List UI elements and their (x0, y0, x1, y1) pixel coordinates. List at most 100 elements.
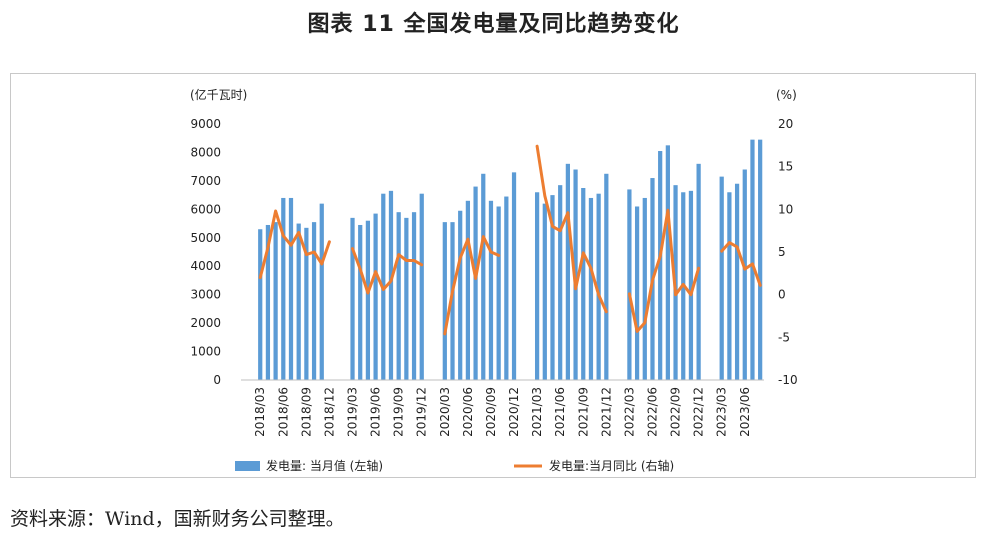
bar (558, 185, 563, 380)
bar (465, 200, 471, 380)
bar (658, 151, 663, 380)
yoy-line (535, 144, 608, 314)
bar (473, 186, 478, 380)
bar (419, 193, 424, 380)
right-axis-unit: (%) (776, 88, 797, 102)
left-tick-label: 5000 (190, 231, 221, 245)
bar (496, 206, 501, 380)
x-tick-label: 2020/12 (507, 387, 521, 437)
bar (665, 145, 670, 380)
left-tick-label: 1000 (190, 345, 221, 359)
left-tick-label: 7000 (190, 174, 221, 188)
bar (634, 206, 640, 380)
bar (273, 222, 278, 380)
bar (758, 139, 763, 380)
right-tick-label: 20 (778, 117, 793, 131)
bar (581, 188, 586, 380)
bar (442, 222, 447, 380)
left-axis-unit: (亿千瓦时) (190, 87, 247, 102)
bar (265, 224, 271, 380)
x-tick-label: 2022/09 (669, 387, 683, 437)
bar (596, 193, 601, 380)
bar (742, 169, 747, 380)
bar (281, 197, 286, 380)
bar (388, 190, 394, 380)
bar (404, 217, 409, 380)
x-tick-label: 2020/09 (484, 387, 498, 437)
left-tick-label: 3000 (190, 288, 221, 302)
bar (550, 195, 555, 380)
bar (642, 197, 647, 380)
bar (373, 213, 378, 380)
bar (504, 196, 509, 380)
x-tick-label: 2023/03 (715, 387, 729, 437)
x-tick-label: 2020/03 (438, 387, 452, 437)
bar (450, 222, 455, 380)
bar (534, 192, 540, 380)
bar (358, 224, 363, 380)
x-tick-label: 2021/03 (530, 387, 544, 437)
bar (565, 163, 570, 380)
right-tick-label: 0 (778, 288, 786, 302)
x-tick-label: 2021/09 (576, 387, 590, 437)
left-tick-label: 0 (213, 373, 221, 387)
right-tick-label: 5 (778, 245, 786, 259)
bar (688, 190, 694, 380)
left-tick-label: 4000 (190, 259, 221, 273)
x-tick-label: 2019/03 (346, 387, 360, 437)
x-tick-label: 2021/06 (553, 387, 567, 437)
yoy-line (443, 235, 501, 336)
bar (311, 222, 317, 380)
right-tick-label: 15 (778, 160, 793, 174)
yoy-line (720, 241, 762, 287)
x-tick-label: 2018/12 (322, 387, 336, 437)
left-tick-label: 6000 (190, 202, 221, 216)
x-tick-label: 2021/12 (599, 387, 613, 437)
line-series (258, 144, 762, 336)
bar (727, 192, 732, 380)
x-tick-label: 2022/03 (622, 387, 636, 437)
right-tick-label: -5 (778, 330, 790, 344)
bar (750, 139, 755, 380)
chart-title: 图表 11 全国发电量及同比趋势变化 (307, 12, 680, 37)
bar (481, 173, 486, 380)
bar (511, 172, 517, 380)
legend-label-line: 发电量:当月同比 (右轴) (549, 458, 674, 473)
x-tick-label: 2022/12 (692, 387, 706, 437)
yoy-line (627, 208, 701, 333)
bar-series (258, 139, 763, 380)
chart-frame (10, 73, 976, 478)
x-tick-label: 2020/06 (461, 387, 475, 437)
left-axis: 0 1000 2000 3000 4000 5000 6000 7000 8000 9000 (190, 117, 221, 387)
left-tick-label: 2000 (190, 316, 221, 330)
bar (296, 223, 301, 380)
bar (458, 210, 463, 380)
x-tick-label: 2019/12 (415, 387, 429, 437)
x-tick-label: 2018/03 (253, 387, 267, 437)
chart-canvas: 0 1000 2000 3000 4000 5000 6000 7000 8000 9000 -1… (190, 87, 798, 473)
x-axis: 2018/03 2018/06 2018/09 2018/12 2019/03 2019/… (241, 379, 764, 437)
right-tick-label: 10 (778, 202, 793, 216)
legend-swatch-bar (235, 461, 260, 471)
x-tick-label: 2023/06 (738, 387, 752, 437)
legend-label-bar: 发电量: 当月值 (左轴) (266, 458, 383, 473)
legend: 发电量: 当月值 (左轴) 发电量:当月同比 (右轴) (235, 458, 674, 473)
right-axis: -10 -5 0 5 10 15 20 (778, 117, 798, 387)
bar (304, 227, 309, 380)
bar (488, 200, 494, 380)
left-tick-label: 8000 (190, 145, 221, 159)
left-tick-label: 9000 (190, 117, 221, 131)
bar (719, 176, 724, 380)
yoy-line (258, 209, 331, 280)
bar (258, 229, 263, 380)
bar (288, 197, 294, 380)
source-note: 资料来源：Wind，国新财务公司整理。 (10, 508, 345, 530)
bar (411, 212, 417, 380)
bar (734, 183, 740, 380)
bar (319, 203, 324, 380)
bar (365, 220, 371, 380)
right-tick-label: -10 (778, 373, 798, 387)
bar (604, 173, 609, 380)
bar (588, 197, 594, 380)
x-tick-label: 2019/06 (369, 387, 383, 437)
